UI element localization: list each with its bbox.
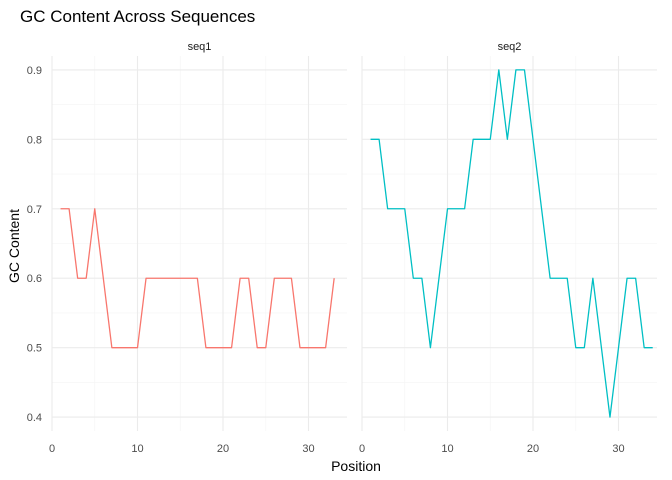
x-tick-label: 0 — [359, 443, 365, 455]
x-tick-label: 20 — [217, 443, 229, 455]
y-tick-label: 0.7 — [27, 204, 42, 216]
x-tick-label: 30 — [612, 443, 624, 455]
x-tick-label: 10 — [441, 443, 453, 455]
y-tick-label: 0.9 — [27, 65, 42, 77]
chart-title: GC Content Across Sequences — [20, 7, 255, 26]
facet-panel-seq2: seq2 0 10 20 30 — [359, 41, 657, 455]
y-tick-label: 0.4 — [27, 412, 42, 424]
facet-panel-seq1: seq1 0 10 20 30 0.4 0.5 0.6 0.7 0.8 0.9 — [27, 41, 347, 455]
y-tick-label: 0.8 — [27, 134, 42, 146]
x-axis-label: Position — [331, 458, 381, 474]
x-tick-label: 20 — [527, 443, 539, 455]
facet-strip-label: seq2 — [498, 41, 522, 53]
series-line-seq1 — [60, 208, 335, 349]
x-tick-label: 10 — [131, 443, 143, 455]
x-tick-label: 0 — [49, 443, 55, 455]
x-tick-label: 30 — [302, 443, 314, 455]
facet-strip-label: seq1 — [188, 41, 212, 53]
series-line-seq2 — [370, 69, 653, 418]
facet-panels: seq1 0 10 20 30 0.4 0.5 0.6 0.7 0.8 0.9 seq2 0 10 20 30 — [27, 41, 657, 455]
y-axis-label: GC Content — [6, 209, 22, 283]
y-tick-label: 0.6 — [27, 273, 42, 285]
y-tick-label: 0.5 — [27, 343, 42, 355]
